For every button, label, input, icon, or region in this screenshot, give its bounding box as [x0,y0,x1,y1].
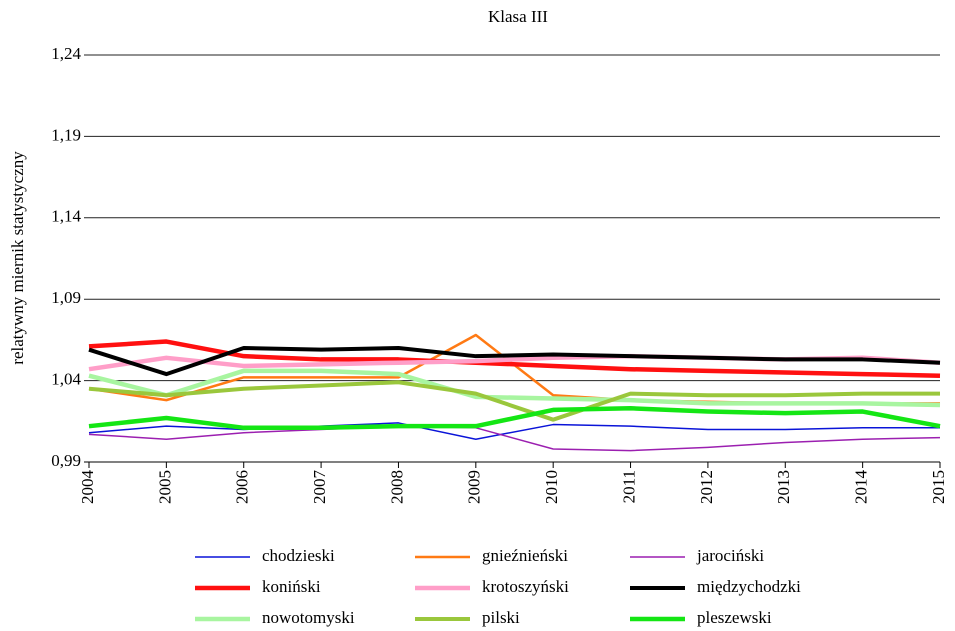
x-tick-label: 2004 [78,470,97,505]
series-line [88,346,941,377]
legend-label: pleszewski [697,608,772,627]
y-tick-label: 1,04 [51,370,81,389]
x-tick-label: 2014 [852,470,871,505]
x-tick-label: 2011 [619,470,638,503]
series-line [88,422,940,440]
y-axis-label: relatywny miernik statystyczny [8,151,27,365]
y-tick-label: 1,24 [51,44,81,63]
legend-label: międzychodzki [697,577,801,596]
x-tick-label: 2010 [542,470,561,504]
legend-label: koniński [262,577,321,596]
legend-label: pilski [482,608,520,627]
y-tick-label: 1,14 [51,207,81,226]
series-line [88,368,941,408]
x-tick-label: 2009 [465,470,484,504]
x-tick-label: 2008 [387,470,406,504]
legend-label: chodzieski [262,546,335,565]
x-tick-label: 2012 [697,470,716,504]
series-line [88,380,940,422]
y-tick-label: 1,09 [51,288,81,307]
chart-title: Klasa III [488,7,548,26]
x-tick-label: 2007 [310,470,329,505]
legend-label: gnieźnieński [482,546,568,565]
legend-label: jarociński [696,546,764,565]
series-line [88,406,941,431]
x-tick-label: 2006 [233,470,252,504]
legend-label: nowotomyski [262,608,355,627]
y-tick-label: 1,19 [51,125,81,144]
x-tick-label: 2013 [774,470,793,504]
series-line [88,425,941,452]
y-tick-label: 0,99 [51,451,81,470]
x-tick-label: 2015 [929,470,948,504]
legend-label: krotoszyński [482,577,569,596]
x-tick-label: 2005 [155,470,174,504]
